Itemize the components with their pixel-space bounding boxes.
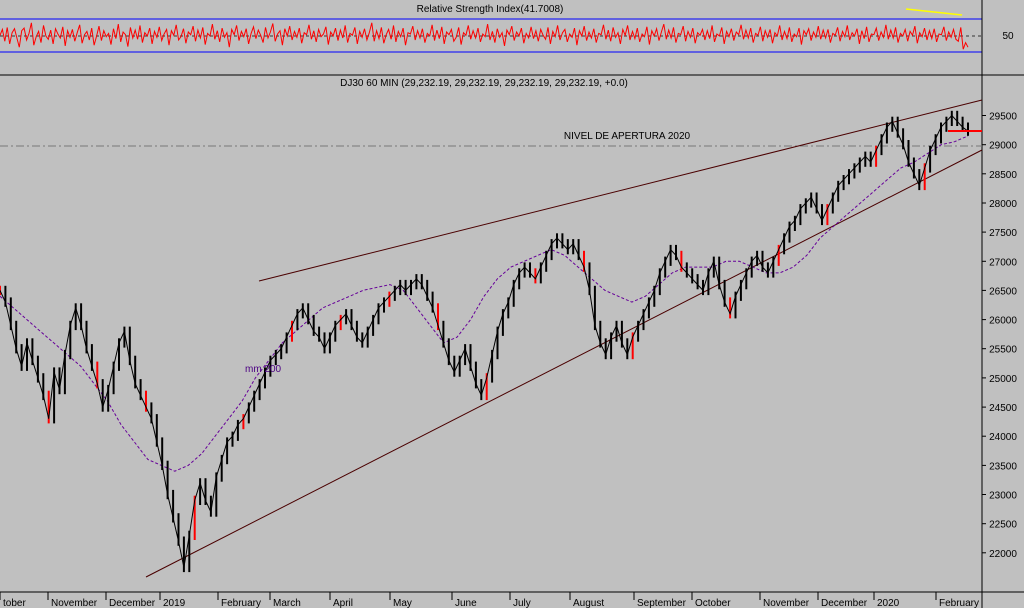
price-y-tick-label: 28000 [989,199,1017,210]
rsi-series [0,22,969,50]
x-axis: tober November December 2019 February March Ap… [0,592,979,608]
x-tick-label: August [573,598,604,608]
price-y-tick-label: 25500 [989,345,1017,356]
x-tick-label: November [51,598,98,608]
x-tick-label: December [821,598,868,608]
price-y-tick-label: 23500 [989,461,1017,472]
price-y-tick-label: 26000 [989,316,1017,327]
price-y-tick-label: 23000 [989,491,1017,502]
price-y-tick-label: 24000 [989,432,1017,443]
price-y-tick-label: 22000 [989,549,1017,560]
mm200-label: mm 200 [245,364,282,375]
price-y-tick-label: 26500 [989,286,1017,297]
price-y-tick-label: 29000 [989,141,1017,152]
x-tick-label: September [637,598,687,608]
price-y-tick-label: 27000 [989,257,1017,268]
price-panel: DJ30 60 MIN (29,232.19, 29,232.19, 29,23… [0,78,1017,608]
x-tick-label: April [333,598,353,608]
x-tick-label: December [109,598,156,608]
x-tick-label: February [939,598,979,608]
price-y-tick-label: 24500 [989,403,1017,414]
opening-level-label: NIVEL DE APERTURA 2020 [564,131,691,142]
price-title: DJ30 60 MIN (29,232.19, 29,232.19, 29,23… [340,78,628,89]
rsi-line [0,22,969,50]
x-tick-label: March [273,598,301,608]
x-tick-label: June [455,598,477,608]
price-y-tick-label: 29500 [989,112,1017,123]
x-tick-label: November [763,598,810,608]
rsi-divergence-line [905,8,963,16]
rsi-title: Relative Strength Index(41.7008) [417,4,564,15]
x-tick-label: tober [3,598,26,608]
x-tick-label: July [513,598,531,608]
price-y-tick-label: 22500 [989,520,1017,531]
rsi-y-tick-50: 50 [1002,31,1014,42]
price-y-tick-label: 27500 [989,228,1017,239]
lower-trendline [145,149,983,578]
x-tick-label: October [695,598,731,608]
upper-trendline [258,99,983,282]
price-y-axis: 22000 22500 23000 23500 24000 24500 25000 25500… [982,112,1017,560]
x-tick-label: February [221,598,261,608]
x-tick-label: May [393,598,412,608]
price-line [0,114,969,568]
x-tick-label: 2020 [877,598,900,608]
price-y-tick-label: 28500 [989,170,1017,181]
x-tick-label: 2019 [163,598,186,608]
rsi-panel: Relative Strength Index(41.7008) 50 [0,4,1014,53]
price-y-tick-label: 25000 [989,374,1017,385]
price-series [0,110,969,573]
